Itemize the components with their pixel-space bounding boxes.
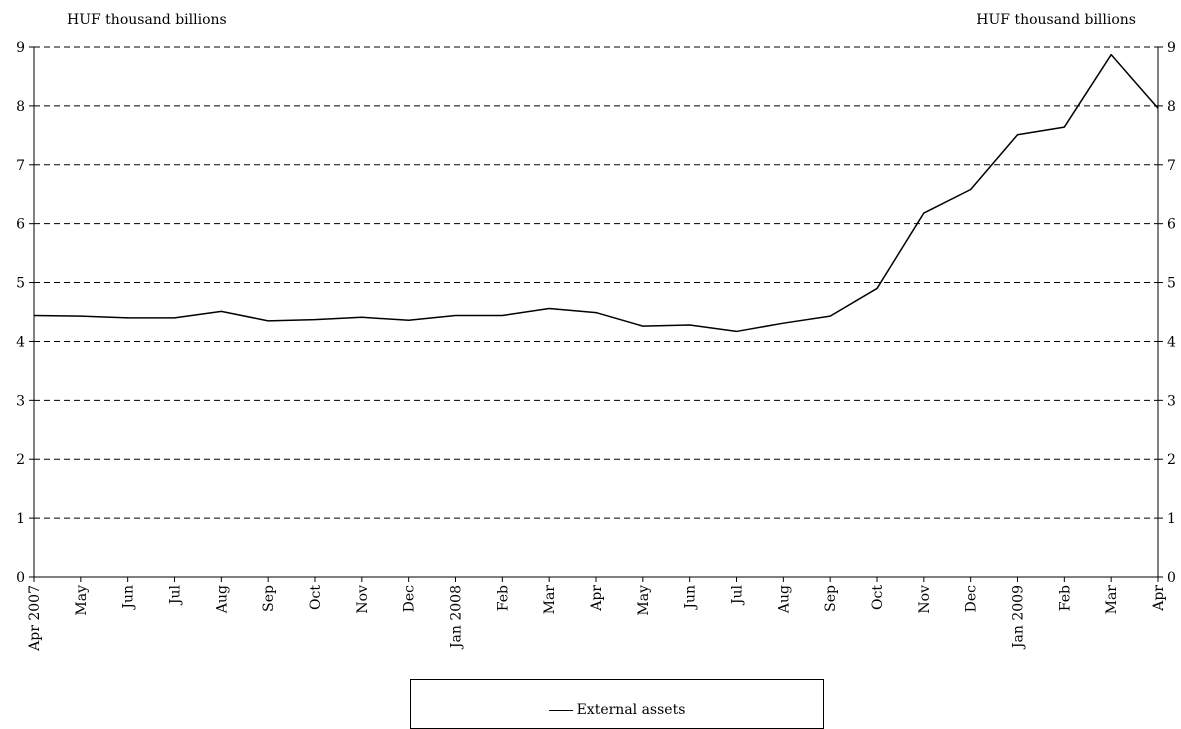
left-tick-label: 8	[16, 99, 25, 115]
x-tick-label: Apr	[1151, 585, 1167, 612]
right-tick-label: 0	[1167, 570, 1176, 586]
x-tick-label: May	[74, 585, 90, 616]
x-tick-label: Mar	[542, 585, 558, 615]
x-tick-label: Sep	[823, 585, 839, 612]
left-tick-label: 6	[16, 217, 25, 233]
right-tick-label: 1	[1167, 511, 1176, 527]
left-tick-label: 4	[16, 334, 25, 350]
right-tick-label: 2	[1167, 452, 1176, 468]
x-tick-label: Sep	[261, 585, 277, 612]
x-tick-label: Mar	[1104, 585, 1120, 615]
right-tick-label: 9	[1167, 40, 1176, 56]
right-tick-label: 6	[1167, 217, 1176, 233]
series-line-external-assets	[33, 53, 1159, 333]
legend-item-external-assets: External assets	[411, 702, 823, 718]
right-tick-label: 4	[1167, 334, 1176, 350]
x-tick-label: Oct	[870, 585, 886, 610]
x-tick-label: Dec	[964, 585, 980, 613]
left-tick-label: 1	[16, 511, 25, 527]
x-tick-label: Feb	[495, 585, 511, 611]
left-tick-label: 2	[16, 452, 25, 468]
x-tick-label: Jun	[121, 585, 137, 611]
legend-label: External assets	[576, 702, 686, 718]
x-ticks: Apr 2007 May Jun Jul Aug Sep Oct Nov Dec Jan 2008…	[27, 577, 1167, 652]
legend-swatch	[548, 709, 573, 711]
x-tick-label: Nov	[355, 585, 371, 614]
left-tick-label: 5	[16, 276, 25, 292]
x-tick-label: Jul	[168, 584, 184, 606]
left-tick-label: 9	[16, 40, 25, 56]
left-tick-label: 7	[16, 158, 25, 174]
x-tick-label: Jan 2009	[1011, 585, 1027, 650]
x-tick-label: Aug	[776, 585, 792, 614]
x-tick-label: Oct	[308, 585, 324, 610]
left-tick-label: 3	[16, 393, 25, 409]
x-tick-label: Jun	[683, 585, 699, 611]
x-tick-label: May	[636, 585, 652, 616]
x-tick-label: Apr 2007	[27, 585, 43, 652]
x-tick-label: Nov	[917, 585, 933, 614]
left-tick-label: 0	[16, 570, 25, 586]
right-tick-label: 3	[1167, 393, 1176, 409]
right-tick-label: 5	[1167, 276, 1176, 292]
x-tick-label: Apr	[589, 585, 605, 612]
series-group	[33, 53, 1159, 333]
x-tick-label: Feb	[1057, 585, 1073, 611]
gridlines	[34, 46, 1158, 519]
right-tick-label: 7	[1167, 158, 1176, 174]
x-tick-label: Jul	[730, 584, 746, 606]
x-tick-label: Dec	[402, 585, 418, 613]
legend: External assets	[410, 679, 824, 729]
left-y-ticks: 0 1 2 3 4 5 6 7 8 9	[16, 40, 34, 586]
right-tick-label: 8	[1167, 99, 1176, 115]
left-axis-unit-label: HUF thousand billions	[67, 12, 227, 28]
right-axis-unit-label: HUF thousand billions	[976, 12, 1136, 28]
right-y-ticks: 0 1 2 3 4 5 6 7 8 9	[1158, 40, 1176, 586]
x-tick-label: Jan 2008	[449, 585, 465, 650]
x-tick-label: Aug	[214, 585, 230, 614]
